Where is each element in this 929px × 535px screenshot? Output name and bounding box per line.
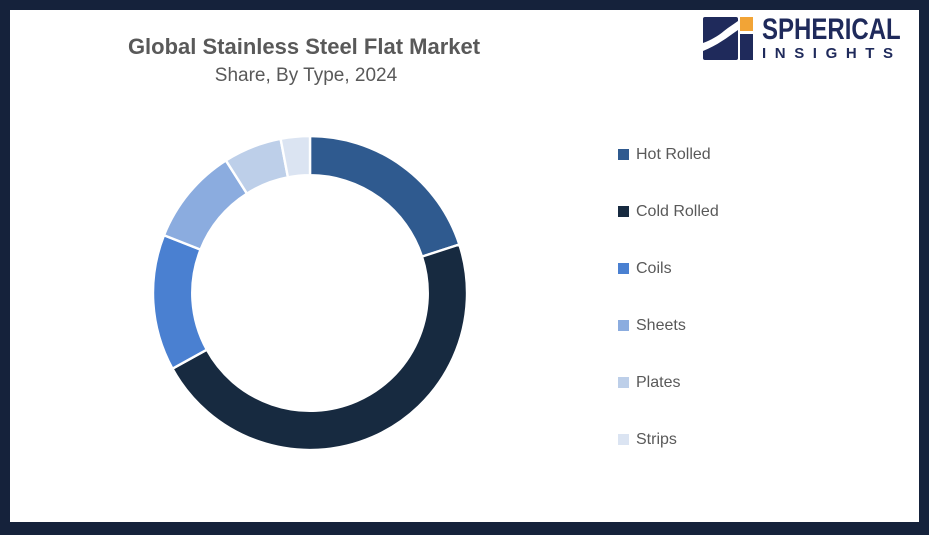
- logo-brand-line1: SPHERICAL: [762, 13, 901, 46]
- legend-swatch: [618, 377, 629, 388]
- legend-label: Strips: [636, 431, 677, 448]
- chart-legend: Hot Rolled Cold Rolled Coils Sheets Plat…: [618, 146, 719, 488]
- legend-label: Hot Rolled: [636, 146, 711, 163]
- chart-subtitle: Share, By Type, 2024: [214, 65, 398, 86]
- chart-title: Global Stainless Steel Flat Market: [127, 34, 481, 59]
- donut-slice-hot-rolled: [308, 134, 461, 258]
- donut-slice-strips: [279, 134, 312, 179]
- logo-text: SPHERICAL INSIGHTS: [762, 13, 912, 62]
- legend-swatch: [618, 263, 629, 274]
- legend-item: Strips: [618, 431, 719, 448]
- donut-slice-coils: [151, 234, 209, 370]
- logo-brand-line2: INSIGHTS: [762, 45, 902, 62]
- legend-swatch: [618, 206, 629, 217]
- legend-label: Sheets: [636, 317, 686, 334]
- spherical-insights-logo: SPHERICAL INSIGHTS: [703, 13, 913, 69]
- legend-item: Sheets: [618, 317, 719, 334]
- donut-chart: [151, 134, 469, 452]
- legend-swatch: [618, 320, 629, 331]
- legend-label: Plates: [636, 374, 681, 391]
- legend-item: Cold Rolled: [618, 203, 719, 220]
- logo-orange-square: [740, 17, 753, 31]
- legend-swatch: [618, 149, 629, 160]
- legend-item: Hot Rolled: [618, 146, 719, 163]
- legend-item: Plates: [618, 374, 719, 391]
- legend-label: Coils: [636, 260, 672, 277]
- legend-label: Cold Rolled: [636, 203, 719, 220]
- spherical-insights-logo-icon: [703, 17, 753, 60]
- logo-navy-bar: [740, 34, 753, 60]
- donut-slice-cold-rolled: [171, 243, 469, 452]
- legend-swatch: [618, 434, 629, 445]
- legend-item: Coils: [618, 260, 719, 277]
